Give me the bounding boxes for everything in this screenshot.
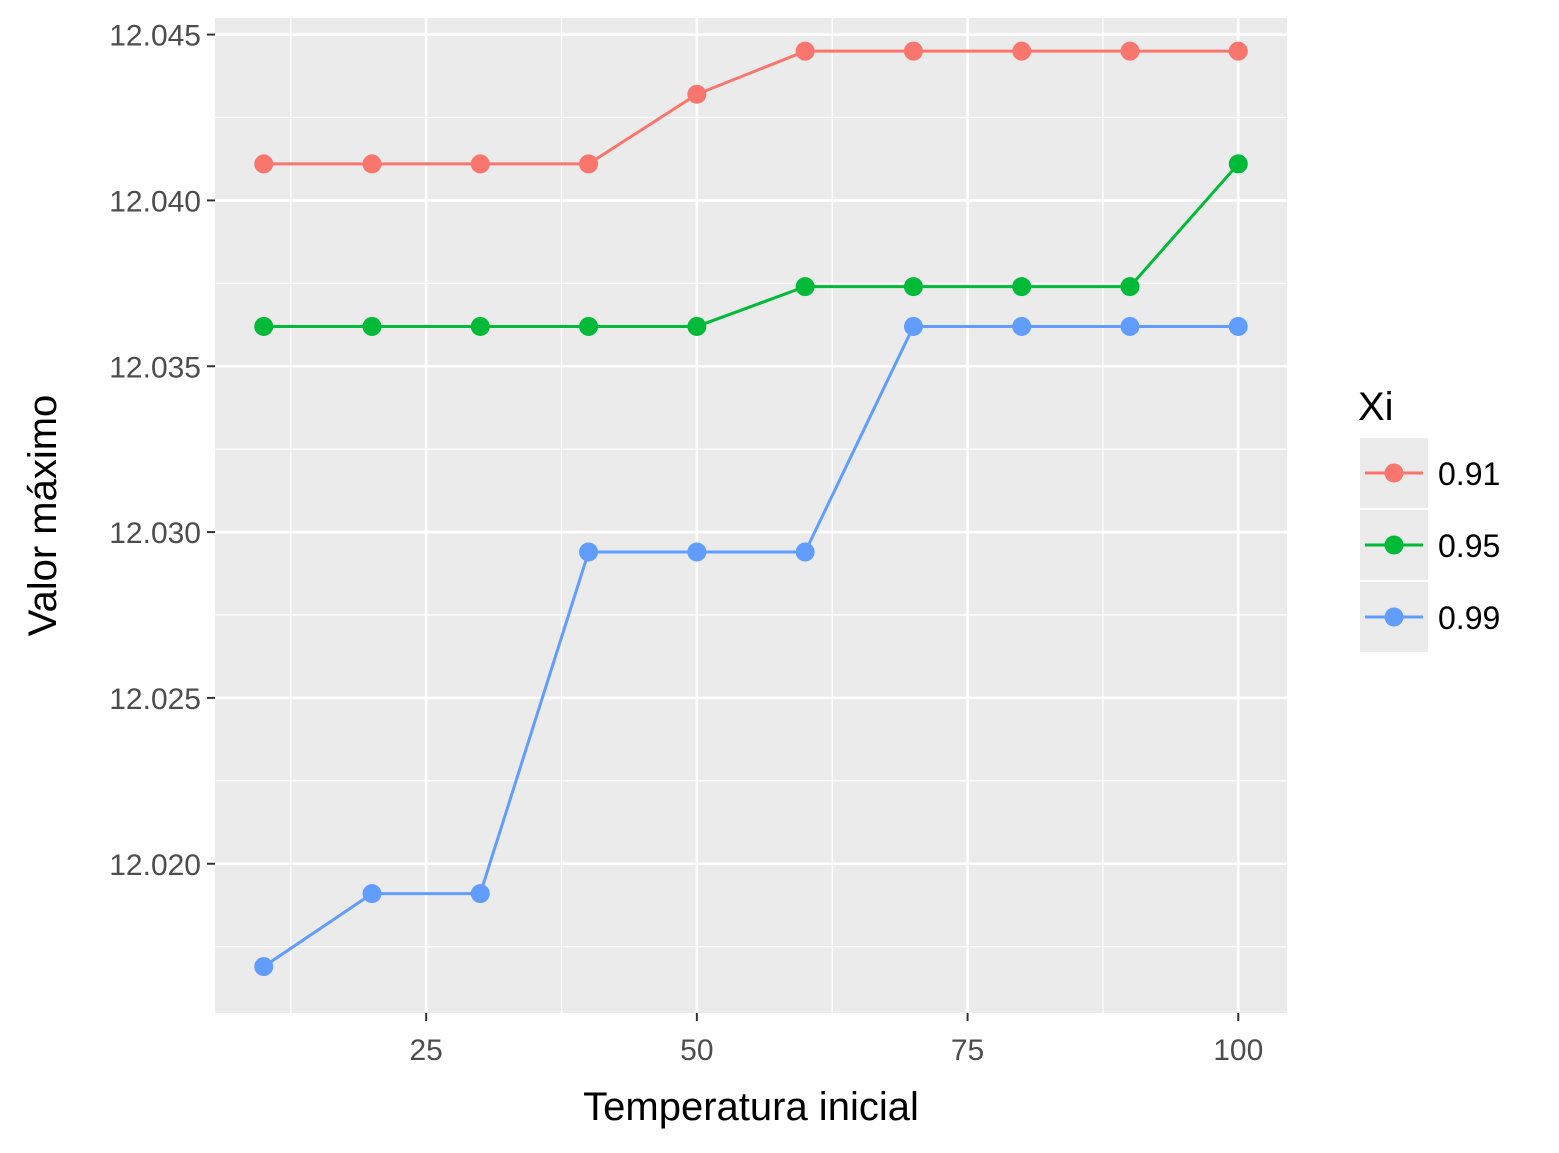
data-point (903, 277, 923, 297)
data-point (1012, 41, 1032, 61)
legend-title: Xi (1358, 385, 1394, 429)
legend-item-0.95: 0.95 (1360, 510, 1500, 580)
series-layer (254, 41, 1248, 977)
y-axis-title: Valor máximo (21, 395, 65, 637)
minor-gridlines (215, 18, 1287, 1013)
y-tick-labels: 12.020 12.025 12.030 12.035 12.040 12.045 (109, 20, 201, 882)
data-point (362, 316, 382, 336)
y-tick-label: 12.030 (109, 517, 201, 550)
data-point (470, 316, 490, 336)
data-point (254, 316, 274, 336)
y-tick-label: 12.045 (109, 20, 201, 53)
data-point (1228, 316, 1248, 336)
y-tick-label: 12.040 (109, 185, 201, 218)
data-point (687, 84, 707, 104)
data-point (254, 957, 274, 977)
data-point (1012, 316, 1032, 336)
legend-items: 0.91 0.95 0.99 (1360, 438, 1500, 652)
legend-label: 0.99 (1438, 600, 1500, 636)
data-point (1120, 277, 1140, 297)
axis-ticks (207, 33, 1240, 1021)
data-point (1120, 316, 1140, 336)
series-0.91 (254, 41, 1248, 174)
series-0.95 (254, 154, 1248, 336)
data-point (903, 41, 923, 61)
legend-label: 0.95 (1438, 528, 1500, 564)
data-point (795, 542, 815, 562)
data-point (1012, 277, 1032, 297)
legend-item-0.91: 0.91 (1360, 438, 1500, 508)
data-point (795, 277, 815, 297)
data-point (254, 154, 274, 174)
x-tick-label: 75 (951, 1034, 984, 1067)
data-point (579, 316, 599, 336)
legend-key-point (1384, 535, 1404, 555)
major-gridlines (215, 18, 1287, 1013)
legend-label: 0.91 (1438, 456, 1500, 492)
series-0.99 (254, 316, 1248, 977)
data-point (470, 154, 490, 174)
legend-item-0.99: 0.99 (1360, 582, 1500, 652)
y-tick-label: 12.025 (109, 683, 201, 716)
series-line (262, 324, 1239, 968)
data-point (579, 154, 599, 174)
data-point (795, 41, 815, 61)
legend: Xi 0.91 0.95 0.99 (1358, 385, 1500, 652)
series-line (263, 49, 1239, 166)
data-point (579, 542, 599, 562)
series-line (263, 162, 1240, 328)
x-tick-label: 25 (409, 1034, 442, 1067)
data-point (362, 154, 382, 174)
x-tick-label: 50 (680, 1034, 713, 1067)
plot-panel (215, 18, 1287, 1013)
data-point (362, 884, 382, 904)
data-point (1228, 154, 1248, 174)
data-point (1120, 41, 1140, 61)
x-tick-labels: 25 50 75 100 (409, 1034, 1263, 1067)
y-tick-label: 12.020 (109, 849, 201, 882)
legend-key-point (1384, 463, 1404, 483)
x-tick-label: 100 (1213, 1034, 1263, 1067)
data-point (1228, 41, 1248, 61)
data-point (687, 316, 707, 336)
data-point (687, 542, 707, 562)
y-tick-label: 12.035 (109, 351, 201, 384)
legend-key-point (1384, 607, 1404, 627)
x-axis-title: Temperatura inicial (583, 1085, 919, 1129)
data-point (903, 316, 923, 336)
data-point (470, 884, 490, 904)
